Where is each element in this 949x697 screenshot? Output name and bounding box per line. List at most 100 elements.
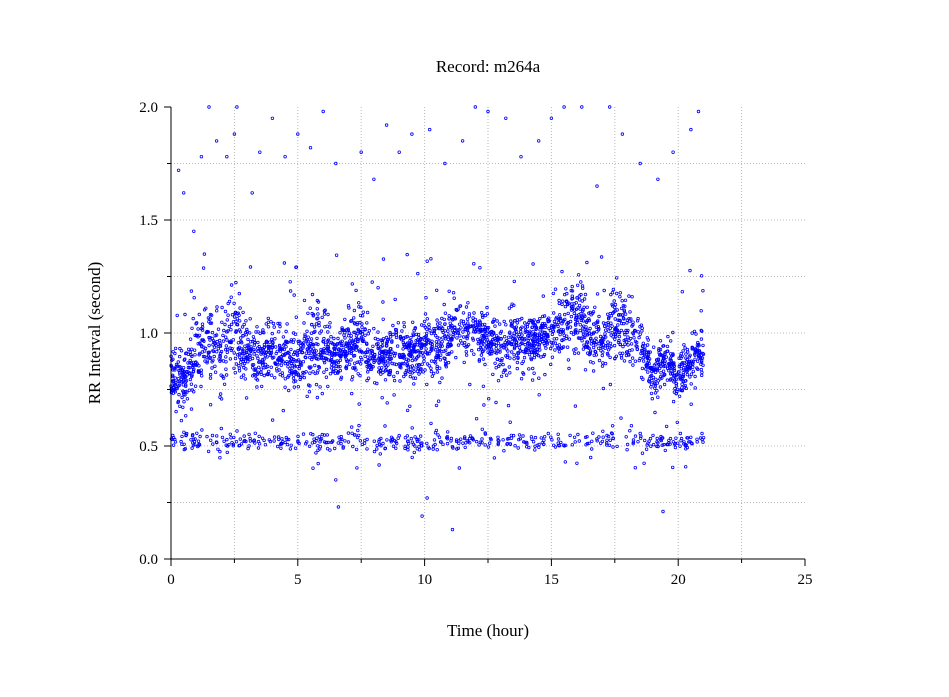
data-point xyxy=(531,339,535,344)
data-point xyxy=(683,384,688,388)
data-point xyxy=(638,332,642,336)
data-point xyxy=(606,312,610,316)
data-point xyxy=(512,338,517,342)
data-point xyxy=(681,371,685,375)
data-point xyxy=(238,336,243,340)
data-point xyxy=(444,362,448,366)
data-point xyxy=(410,351,414,355)
data-point xyxy=(520,341,524,346)
data-point xyxy=(542,314,547,318)
data-point xyxy=(446,430,450,434)
data-point xyxy=(405,345,409,350)
data-point xyxy=(177,354,182,359)
data-point xyxy=(466,343,471,347)
data-point xyxy=(429,369,434,374)
data-point xyxy=(222,328,226,333)
data-point xyxy=(260,347,264,351)
data-point xyxy=(246,343,251,347)
data-point xyxy=(502,449,506,453)
data-point xyxy=(661,369,666,373)
data-point xyxy=(359,337,363,341)
data-point xyxy=(594,350,598,354)
data-point xyxy=(699,274,704,278)
data-point xyxy=(570,302,574,306)
data-point xyxy=(611,436,615,440)
data-point xyxy=(365,447,369,451)
data-point xyxy=(480,437,484,441)
data-point xyxy=(226,313,230,317)
data-point xyxy=(488,441,492,445)
data-point xyxy=(316,357,320,361)
data-point xyxy=(257,434,261,439)
data-point xyxy=(410,455,414,460)
data-point xyxy=(446,343,450,347)
data-point xyxy=(684,465,688,469)
data-point xyxy=(555,315,559,320)
data-point xyxy=(656,444,660,449)
data-point xyxy=(424,296,428,300)
data-point xyxy=(555,337,559,341)
data-point xyxy=(248,317,252,321)
data-point xyxy=(515,360,520,365)
data-point xyxy=(446,335,450,339)
data-point xyxy=(496,435,500,439)
data-point xyxy=(602,335,606,339)
data-point xyxy=(438,380,442,385)
data-point xyxy=(304,370,308,374)
data-point xyxy=(599,441,603,445)
data-point xyxy=(296,358,301,362)
data-point xyxy=(409,436,413,441)
data-point xyxy=(700,373,704,378)
data-point xyxy=(330,370,335,374)
data-point xyxy=(333,446,337,451)
data-point xyxy=(586,340,590,344)
data-point xyxy=(259,372,263,376)
data-point xyxy=(372,177,376,181)
data-point xyxy=(308,145,313,150)
data-point xyxy=(338,358,343,362)
data-point xyxy=(603,328,608,332)
data-point xyxy=(597,358,602,363)
data-point xyxy=(633,329,637,333)
data-point xyxy=(293,350,297,355)
data-point xyxy=(201,338,205,342)
data-point xyxy=(465,317,470,321)
data-point xyxy=(563,292,567,297)
data-point xyxy=(355,466,359,470)
data-point xyxy=(565,322,569,326)
data-point xyxy=(651,442,656,447)
data-point xyxy=(181,378,186,382)
data-point xyxy=(215,339,219,344)
data-point xyxy=(323,351,327,355)
data-point xyxy=(651,433,655,438)
data-point xyxy=(190,446,194,450)
data-point xyxy=(445,436,449,440)
data-point xyxy=(339,441,343,446)
data-point xyxy=(595,320,600,325)
data-point xyxy=(172,379,176,384)
data-point xyxy=(289,347,293,352)
data-point xyxy=(278,349,283,353)
data-point xyxy=(354,288,358,293)
data-point xyxy=(604,321,608,326)
data-point xyxy=(183,393,187,397)
data-point xyxy=(296,132,300,136)
data-point xyxy=(196,327,200,331)
data-point xyxy=(284,351,288,356)
data-point xyxy=(681,379,685,383)
data-point xyxy=(463,435,467,439)
data-point xyxy=(464,353,469,357)
data-point xyxy=(326,358,331,362)
data-point xyxy=(477,443,481,447)
data-point xyxy=(248,265,253,269)
data-point xyxy=(656,395,660,399)
data-point xyxy=(311,466,315,470)
data-point xyxy=(547,339,551,343)
data-point xyxy=(239,339,243,344)
data-point xyxy=(531,347,535,351)
data-point xyxy=(663,350,667,355)
data-point xyxy=(419,444,423,448)
data-point xyxy=(680,361,684,365)
data-point xyxy=(684,352,688,356)
data-point xyxy=(259,370,263,374)
